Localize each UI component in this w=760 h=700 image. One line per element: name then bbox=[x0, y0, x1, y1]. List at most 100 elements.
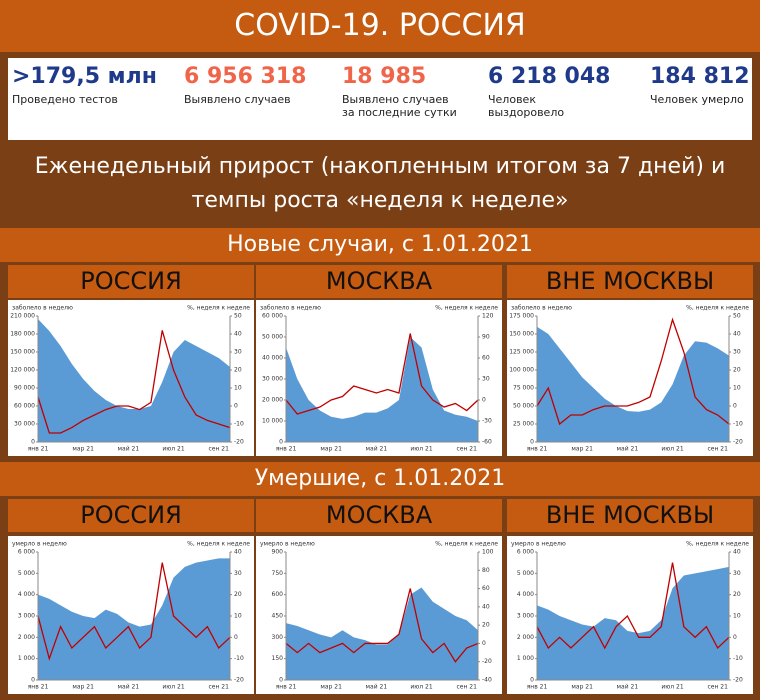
stat-label: Человек выздоровело bbox=[488, 93, 565, 119]
y-tick-label: 0 bbox=[31, 439, 35, 446]
y-tick-label: 4 000 bbox=[18, 591, 35, 598]
x-tick-label: мар 21 bbox=[320, 446, 342, 453]
y2-tick-label: -10 bbox=[733, 655, 743, 662]
y-tick-label: 2 000 bbox=[517, 634, 534, 641]
y-tick-label: 20 000 bbox=[262, 397, 283, 404]
y-tick-label: 3 000 bbox=[18, 613, 35, 620]
chart-title: МОСКВА bbox=[256, 265, 502, 298]
y2-tick-label: 60 bbox=[482, 585, 490, 592]
stat: 6 218 048 Человек выздоровело bbox=[488, 64, 610, 119]
stat-value: >179,5 млн bbox=[12, 64, 157, 89]
chart: умерло в неделю %, неделя к неделе 0 150 300… bbox=[256, 536, 502, 694]
y-tick-label: 60 000 bbox=[262, 313, 283, 320]
y2-tick-label: -20 bbox=[234, 439, 244, 446]
y-tick-label: 120 000 bbox=[10, 367, 35, 374]
stat-label: Выявлено случаев за последние сутки bbox=[342, 93, 457, 119]
y2-tick-label: -10 bbox=[234, 655, 244, 662]
y-tick-label: 50 000 bbox=[262, 334, 283, 341]
y-axis-label: заболело в неделю bbox=[260, 305, 321, 312]
y-tick-label: 25 000 bbox=[513, 421, 534, 428]
line bbox=[285, 333, 479, 415]
y2-tick-label: 0 bbox=[234, 403, 238, 410]
y2-tick-label: 40 bbox=[733, 549, 741, 556]
y2-axis-label: %, неделя к неделе bbox=[187, 541, 250, 548]
chart: заболело в неделю %, неделя к неделе 0 10 0… bbox=[256, 300, 502, 456]
y-tick-label: 210 000 bbox=[10, 313, 35, 320]
y2-tick-label: 20 bbox=[234, 591, 242, 598]
area bbox=[537, 566, 729, 680]
y2-tick-label: 30 bbox=[482, 376, 490, 383]
y2-tick-label: 20 bbox=[482, 622, 490, 629]
chart-title: МОСКВА bbox=[256, 499, 502, 532]
x-tick-label: мар 21 bbox=[571, 684, 593, 691]
stat-label: Выявлено случаев bbox=[184, 93, 291, 106]
y-tick-label: 175 000 bbox=[509, 313, 534, 320]
y-tick-label: 900 bbox=[272, 549, 284, 556]
y2-tick-label: -30 bbox=[482, 418, 492, 425]
y2-axis-label: %, неделя к неделе bbox=[435, 305, 498, 312]
y-tick-label: 150 000 bbox=[509, 331, 534, 338]
x-tick-label: мар 21 bbox=[571, 446, 593, 453]
x-tick-label: май 21 bbox=[617, 446, 639, 453]
chart-title: ВНЕ МОСКВЫ bbox=[507, 499, 753, 532]
y-tick-label: 1 000 bbox=[517, 655, 534, 662]
y-tick-label: 3 000 bbox=[517, 613, 534, 620]
x-tick-label: июл 21 bbox=[661, 684, 684, 691]
y2-tick-label: -20 bbox=[733, 439, 743, 446]
y-tick-label: 125 000 bbox=[509, 349, 534, 356]
section-title: Умершие, с 1.01.2021 bbox=[0, 462, 760, 496]
y2-tick-label: 90 bbox=[482, 334, 490, 341]
chart-title: РОССИЯ bbox=[8, 265, 254, 298]
y2-tick-label: -60 bbox=[482, 439, 492, 446]
y-tick-label: 40 000 bbox=[262, 355, 283, 362]
y2-tick-label: -20 bbox=[733, 677, 743, 684]
title: COVID-19. РОССИЯ bbox=[0, 0, 760, 52]
y-tick-label: 0 bbox=[530, 677, 534, 684]
y2-tick-label: 30 bbox=[733, 349, 741, 356]
x-tick-label: май 21 bbox=[118, 684, 140, 691]
x-tick-label: янв 21 bbox=[28, 446, 49, 453]
line bbox=[536, 317, 730, 426]
y-tick-label: 30 000 bbox=[14, 421, 35, 428]
x-tick-label: май 21 bbox=[118, 446, 140, 453]
y-tick-label: 100 000 bbox=[509, 367, 534, 374]
line bbox=[37, 330, 231, 434]
line bbox=[285, 588, 479, 663]
chart: заболело в неделю %, неделя к неделе 0 25 0… bbox=[507, 300, 753, 456]
x-tick-label: янв 21 bbox=[276, 684, 297, 691]
y2-tick-label: 0 bbox=[234, 634, 238, 641]
y-tick-label: 2 000 bbox=[18, 634, 35, 641]
y2-axis-label: %, неделя к неделе bbox=[686, 541, 749, 548]
y2-tick-label: 10 bbox=[234, 385, 242, 392]
y-tick-label: 10 000 bbox=[262, 418, 283, 425]
y2-tick-label: 20 bbox=[733, 591, 741, 598]
stat: >179,5 млн Проведено тестов bbox=[12, 64, 157, 106]
x-tick-label: июл 21 bbox=[162, 684, 185, 691]
y-tick-label: 0 bbox=[530, 439, 534, 446]
stat-value: 6 218 048 bbox=[488, 64, 611, 89]
y2-tick-label: 120 bbox=[482, 313, 494, 320]
y-tick-label: 4 000 bbox=[517, 591, 534, 598]
y-axis-label: заболело в неделю bbox=[12, 305, 73, 312]
x-tick-label: июл 21 bbox=[410, 684, 433, 691]
area bbox=[286, 587, 478, 680]
stat-value: 184 812 bbox=[650, 64, 750, 89]
y-axis-label: умерло в неделю bbox=[511, 541, 566, 548]
y-axis-label: умерло в неделю bbox=[12, 541, 67, 548]
y-tick-label: 50 000 bbox=[513, 403, 534, 410]
y2-tick-label: 20 bbox=[234, 367, 242, 374]
x-tick-label: июл 21 bbox=[410, 446, 433, 453]
x-tick-label: янв 21 bbox=[276, 446, 297, 453]
y2-tick-label: 0 bbox=[733, 403, 737, 410]
y2-tick-label: 50 bbox=[733, 313, 741, 320]
chart-title: РОССИЯ bbox=[8, 499, 254, 532]
y2-tick-label: 50 bbox=[234, 313, 242, 320]
stat-label: Человек умерло bbox=[650, 93, 744, 106]
y-tick-label: 180 000 bbox=[10, 331, 35, 338]
y-tick-label: 5 000 bbox=[18, 570, 35, 577]
x-tick-label: сен 21 bbox=[456, 684, 477, 691]
y-tick-label: 75 000 bbox=[513, 385, 534, 392]
y2-tick-label: 10 bbox=[733, 613, 741, 620]
y-tick-label: 1 000 bbox=[18, 655, 35, 662]
